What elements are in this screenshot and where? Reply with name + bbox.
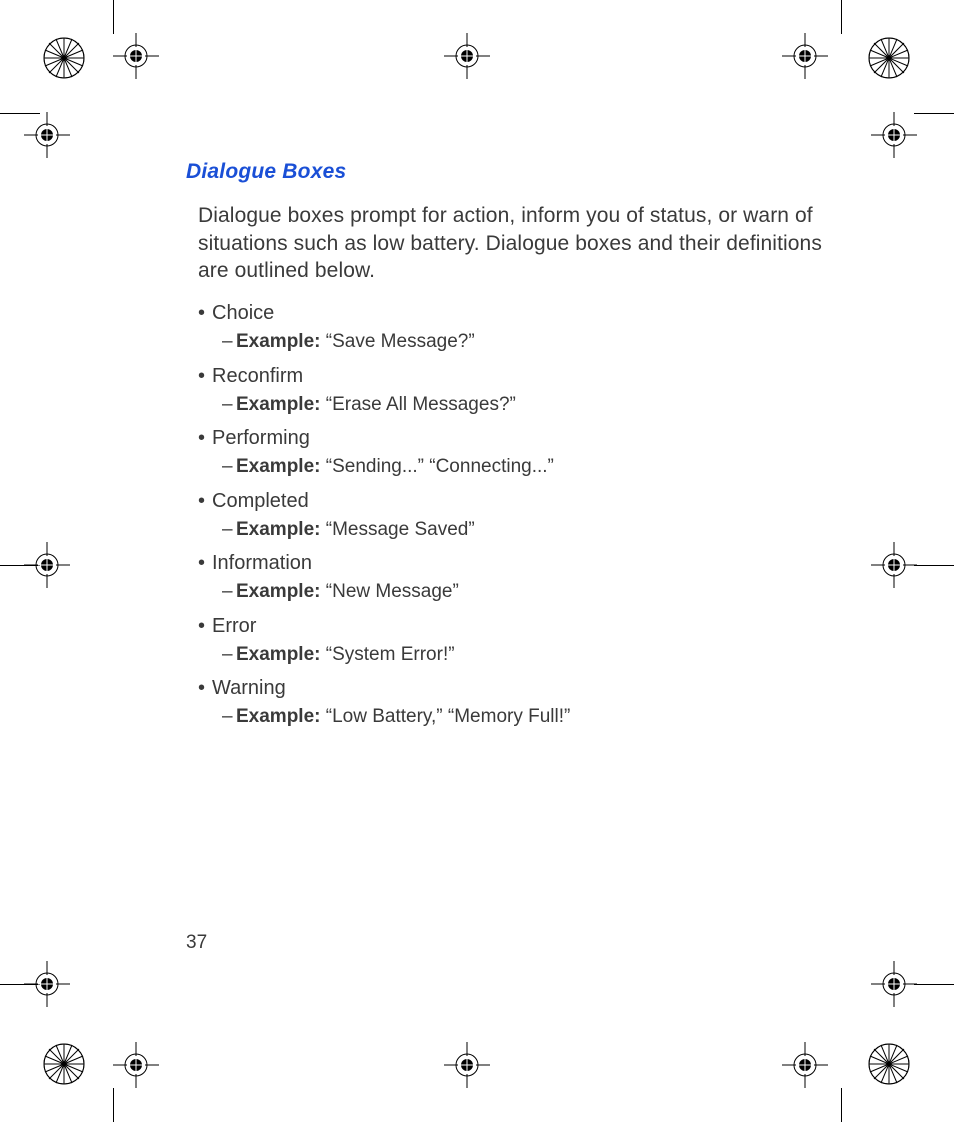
registration-colorwheel-icon [866, 1041, 912, 1087]
section-heading: Dialogue Boxes [186, 160, 834, 184]
list-item-title: •Choice [198, 299, 834, 328]
list-item-title: •Reconfirm [198, 362, 834, 391]
registration-crosshair-icon [871, 112, 917, 158]
registration-colorwheel-icon [41, 1041, 87, 1087]
list-item-example: –Example: “Erase All Messages?” [222, 391, 834, 419]
list-item: •Completed–Example: “Message Saved” [198, 487, 834, 544]
registration-crosshair-icon [113, 1042, 159, 1088]
list-item: •Performing–Example: “Sending...” “Conne… [198, 424, 834, 481]
example-label: Example: [236, 519, 320, 540]
example-text: “Save Message?” [326, 331, 475, 352]
item-name: Information [212, 552, 312, 574]
list-item-title: •Performing [198, 424, 834, 453]
example-text: “System Error!” [326, 644, 455, 665]
list-item-example: –Example: “New Message” [222, 578, 834, 606]
list-item-example: –Example: “Sending...” “Connecting...” [222, 453, 834, 481]
example-text: “Message Saved” [326, 519, 475, 540]
list-item-example: –Example: “Low Battery,” “Memory Full!” [222, 703, 834, 731]
example-label: Example: [236, 456, 320, 477]
list-item: •Warning–Example: “Low Battery,” “Memory… [198, 674, 834, 731]
example-label: Example: [236, 394, 320, 415]
list-item: •Reconfirm–Example: “Erase All Messages?… [198, 362, 834, 419]
registration-crosshair-icon [24, 961, 70, 1007]
list-item-title: •Warning [198, 674, 834, 703]
item-name: Performing [212, 427, 310, 449]
registration-crosshair-icon [24, 112, 70, 158]
page-content: Dialogue Boxes Dialogue boxes prompt for… [186, 160, 834, 992]
list-item-example: –Example: “System Error!” [222, 641, 834, 669]
list-item-example: –Example: “Save Message?” [222, 328, 834, 356]
registration-crosshair-icon [444, 33, 490, 79]
page-number: 37 [186, 932, 207, 954]
list-item-title: •Error [198, 612, 834, 641]
registration-crosshair-icon [871, 961, 917, 1007]
registration-crosshair-icon [782, 33, 828, 79]
item-name: Reconfirm [212, 365, 303, 387]
registration-colorwheel-icon [41, 35, 87, 81]
item-name: Choice [212, 302, 274, 324]
list-item-example: –Example: “Message Saved” [222, 516, 834, 544]
list-item: •Choice–Example: “Save Message?” [198, 299, 834, 356]
example-label: Example: [236, 331, 320, 352]
registration-crosshair-icon [24, 542, 70, 588]
example-label: Example: [236, 644, 320, 665]
dialogue-list: •Choice–Example: “Save Message?” •Reconfi… [198, 299, 834, 731]
registration-crosshair-icon [782, 1042, 828, 1088]
example-text: “Sending...” “Connecting...” [326, 456, 554, 477]
list-item: •Error–Example: “System Error!” [198, 612, 834, 669]
item-name: Completed [212, 490, 309, 512]
list-item-title: •Completed [198, 487, 834, 516]
list-item-title: •Information [198, 549, 834, 578]
example-label: Example: [236, 581, 320, 602]
registration-colorwheel-icon [866, 35, 912, 81]
example-text: “New Message” [326, 581, 459, 602]
registration-crosshair-icon [444, 1042, 490, 1088]
example-text: “Low Battery,” “Memory Full!” [326, 706, 571, 727]
registration-crosshair-icon [113, 33, 159, 79]
registration-crosshair-icon [871, 542, 917, 588]
example-label: Example: [236, 706, 320, 727]
item-name: Warning [212, 677, 286, 699]
item-name: Error [212, 615, 256, 637]
intro-paragraph: Dialogue boxes prompt for action, inform… [198, 202, 834, 285]
example-text: “Erase All Messages?” [326, 394, 516, 415]
list-item: •Information–Example: “New Message” [198, 549, 834, 606]
